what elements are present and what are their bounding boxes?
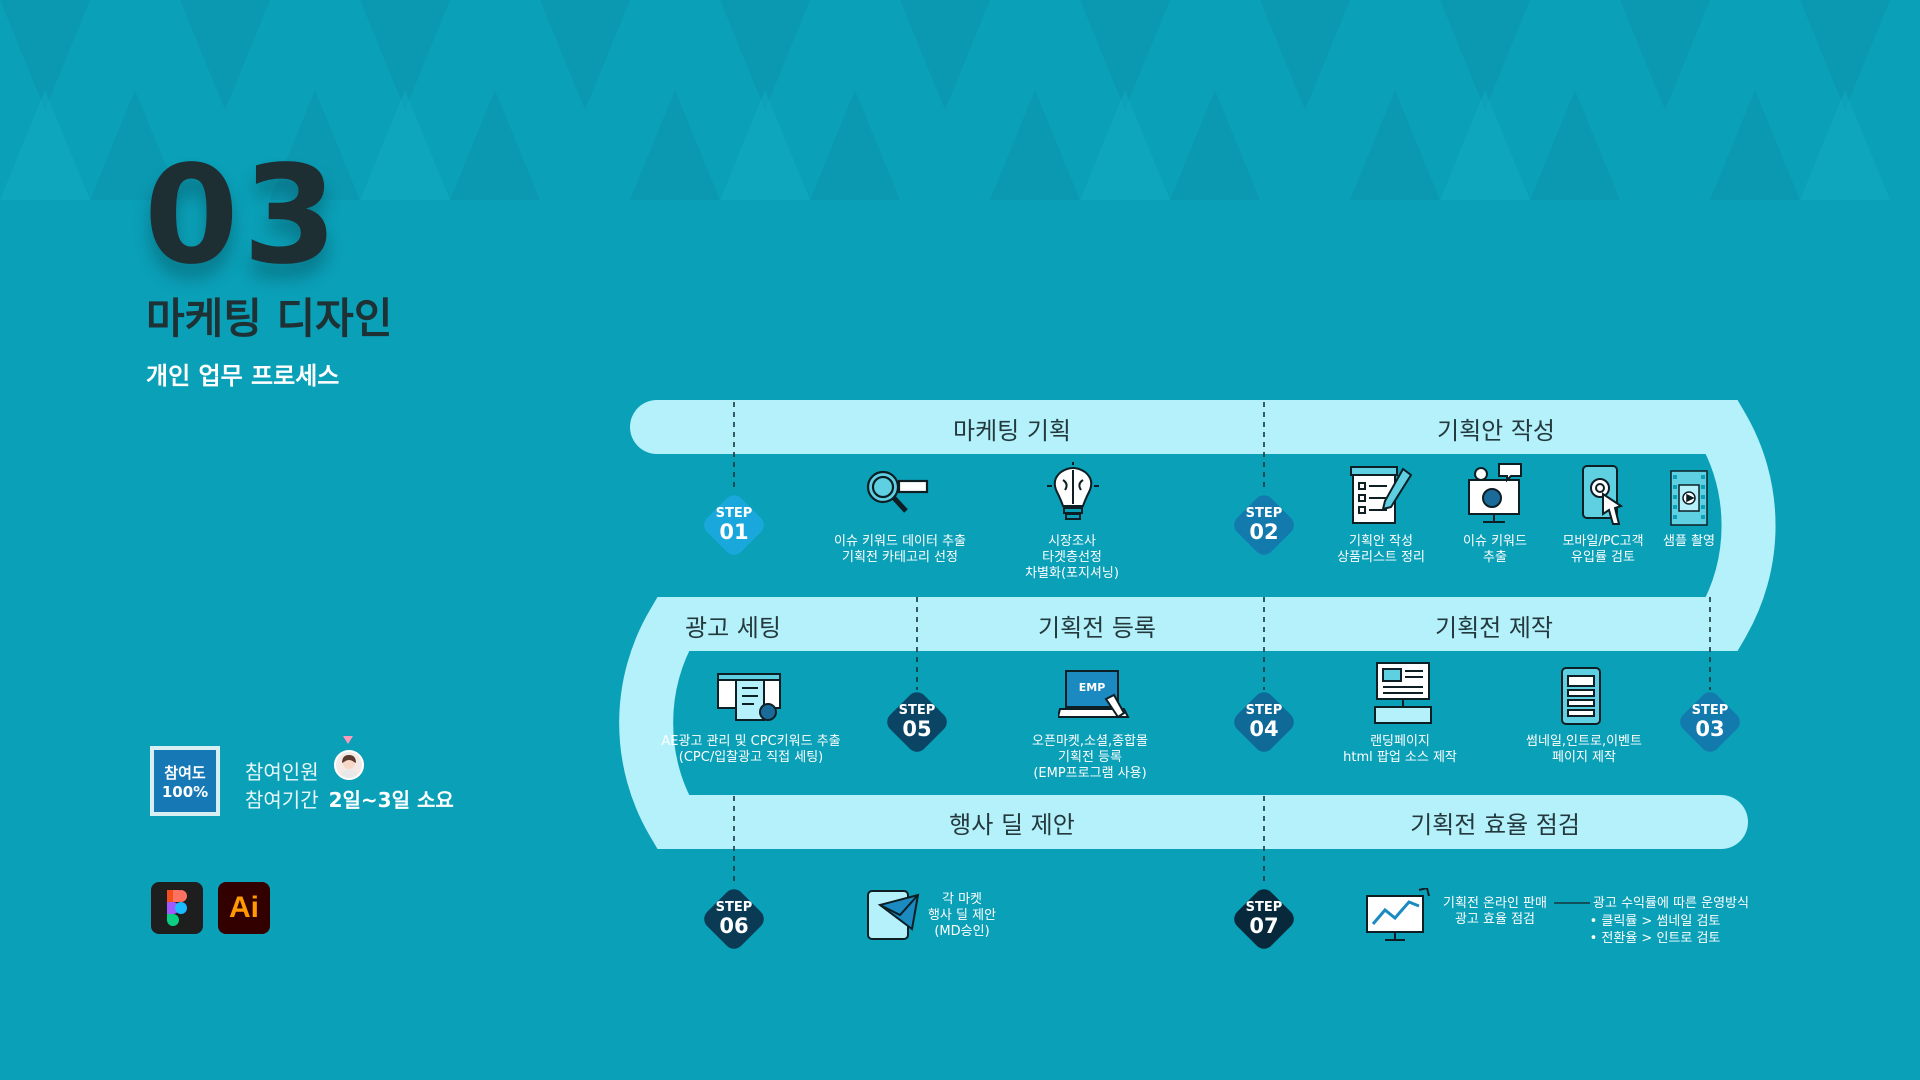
task-issue-keyword: 이슈 키워드 추출: [1463, 534, 1527, 565]
step-label: STEP: [1245, 900, 1283, 915]
section-event-register: 기획전 등록: [1037, 614, 1157, 642]
mobile-touch-icon: [1582, 465, 1624, 525]
step-number: 07: [1249, 914, 1279, 938]
task-ad-bullet-2: • 전환율 > 인트로 검토: [1589, 931, 1721, 946]
avatar-marker-icon: [343, 736, 353, 744]
landing-page-pc-icon: [1374, 662, 1432, 724]
step-number: 03: [1695, 717, 1725, 741]
avatar: [334, 750, 364, 780]
step-02[interactable]: STEP 02: [1226, 487, 1302, 563]
members-row: 참여인원: [245, 756, 319, 785]
illustrator-icon: Ai: [218, 882, 270, 934]
step-03[interactable]: STEP 03: [1672, 684, 1748, 760]
task-open-market: 오픈마켓,소셜,종합몰 기획전 등록 (EMP프로그램 사용): [1032, 734, 1148, 781]
growth-chart-icon: [1366, 888, 1430, 941]
task-ad-revenue: 광고 수익률에 따른 운영방식: [1593, 896, 1749, 911]
badge-label: 참여도: [164, 764, 206, 782]
step-label: STEP: [1691, 703, 1729, 718]
mobile-page-icon: [1561, 667, 1601, 725]
page-title: 마케팅 디자인: [146, 294, 393, 343]
section-proposal: 기획안 작성: [1436, 417, 1556, 445]
step-06[interactable]: STEP 06: [696, 881, 772, 957]
step-05[interactable]: STEP 05: [879, 684, 955, 760]
section-deal-proposal: 행사 딜 제안: [949, 811, 1075, 839]
task-online-sales: 기획전 온라인 판매 광고 효율 점검: [1443, 896, 1547, 927]
task-keyword-extract: 이슈 키워드 데이터 추출 기획전 카테고리 선정: [834, 534, 966, 565]
badge-percent: 100%: [161, 783, 209, 801]
task-thumbnail: 썸네일,인트로,이벤트 페이지 제작: [1526, 734, 1642, 765]
task-proposal-write: 기획안 작성 상품리스트 정리: [1337, 534, 1425, 565]
step-label: STEP: [1245, 703, 1283, 718]
step-04[interactable]: STEP 04: [1226, 684, 1302, 760]
task-inflow-review: 모바일/PC고객 유입률 검토: [1562, 534, 1644, 565]
step-number: 04: [1249, 717, 1279, 741]
participation-badge: 참여도 100%: [150, 746, 220, 816]
page-subtitle: 개인 업무 프로세스: [146, 362, 340, 390]
step-01[interactable]: STEP 01: [696, 487, 772, 563]
step-number: 02: [1249, 520, 1279, 544]
period-label: 참여기간: [245, 788, 319, 812]
step-label: STEP: [715, 900, 753, 915]
section-number: 03: [144, 137, 342, 295]
step-number: 06: [719, 914, 749, 938]
task-deal: 각 마켓 행사 딜 제안 (MD승인): [927, 892, 997, 939]
step-number: 05: [902, 717, 932, 741]
ad-invoice-icon: [717, 673, 781, 721]
step-label: STEP: [898, 703, 936, 718]
section-marketing-plan: 마케팅 기획: [952, 417, 1072, 445]
task-market-research: 시장조사 타겟층선정 차별화(포지셔닝): [1025, 534, 1119, 581]
connector-line: [1554, 902, 1590, 904]
proposal-checklist-icon: [1350, 466, 1413, 524]
search-data-icon: [866, 470, 929, 513]
section-efficiency-check: 기획전 효율 점검: [1410, 811, 1580, 839]
step-number: 01: [719, 520, 749, 544]
task-sample-shoot: 샘플 촬영: [1663, 534, 1715, 549]
members-label: 참여인원: [245, 760, 319, 784]
step-label: STEP: [715, 506, 753, 521]
brain-bulb-icon: [1047, 462, 1099, 520]
period-value: 2일~3일 소요: [328, 788, 454, 812]
monitor-chat-icon: [1468, 463, 1522, 523]
emp-laptop-icon: EMP: [1058, 670, 1130, 719]
task-ad-bullet-1: • 클릭률 > 썸네일 검토: [1589, 914, 1721, 929]
section-ad-setting: 광고 세팅: [685, 614, 781, 642]
period-row: 참여기간 2일~3일 소요: [245, 784, 454, 813]
step-07[interactable]: STEP 07: [1226, 881, 1302, 957]
task-landing-page: 랜딩페이지 html 팝업 소스 제작: [1343, 734, 1457, 765]
step-label: STEP: [1245, 506, 1283, 521]
task-ad-manage: AE광고 관리 및 CPC키워드 추출 (CPC/입찰광고 직접 세팅): [661, 734, 841, 765]
emp-label: EMP: [1079, 681, 1106, 694]
tablet-mail-icon: [867, 890, 920, 940]
section-event-production: 기획전 제작: [1434, 614, 1554, 642]
figma-icon: [151, 882, 203, 934]
film-sample-icon: [1670, 470, 1708, 526]
